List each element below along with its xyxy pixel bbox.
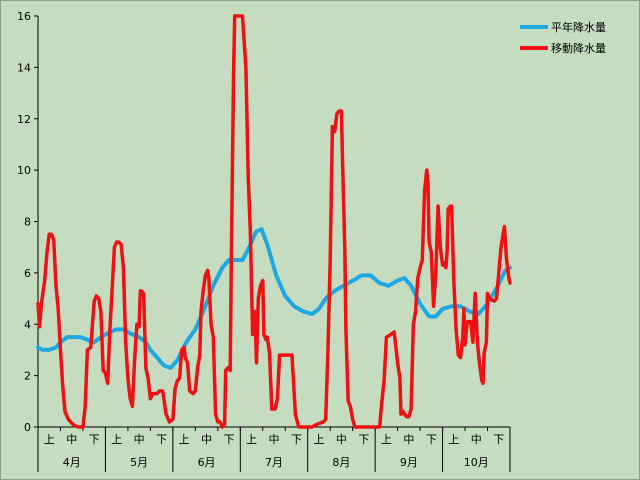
decade-label: 上 bbox=[111, 433, 122, 446]
decade-label: 下 bbox=[291, 433, 302, 446]
y-axis: 0 2 4 6 8 10 12 14 16 bbox=[17, 10, 39, 434]
month-label: 10月 bbox=[464, 456, 489, 469]
decade-label: 中 bbox=[471, 433, 482, 446]
y-tick-label: 14 bbox=[17, 61, 31, 74]
decade-label: 下 bbox=[426, 433, 437, 446]
series-normal-precipitation bbox=[36, 227, 512, 370]
decade-label: 中 bbox=[269, 433, 280, 446]
decade-label: 下 bbox=[156, 433, 167, 446]
y-tick-label: 0 bbox=[24, 421, 31, 434]
decade-label: 中 bbox=[66, 433, 77, 446]
decade-label: 上 bbox=[448, 433, 459, 446]
decade-label: 中 bbox=[403, 433, 414, 446]
legend-label-normal: 平年降水量 bbox=[551, 20, 606, 34]
y-tick-label: 8 bbox=[24, 216, 31, 229]
decade-label: 下 bbox=[89, 433, 100, 446]
series-layer bbox=[36, 14, 512, 429]
decade-label: 下 bbox=[224, 433, 235, 446]
y-tick-label: 12 bbox=[17, 113, 31, 126]
y-tick-label: 2 bbox=[24, 370, 31, 383]
plot-area bbox=[38, 16, 510, 427]
decade-label: 中 bbox=[336, 433, 347, 446]
month-label: 7月 bbox=[265, 456, 283, 469]
month-label: 9月 bbox=[400, 456, 418, 469]
y-tick-label: 6 bbox=[24, 267, 31, 280]
x-axis: 上中下上中下上中下上中下上中下上中下上中下4月 5月 6月 7月 8月 9月 10月 bbox=[37, 426, 511, 472]
decade-label: 上 bbox=[179, 433, 190, 446]
legend-label-moving: 移動降水量 bbox=[551, 41, 606, 55]
y-tick-label: 4 bbox=[24, 318, 31, 331]
decade-label: 上 bbox=[44, 433, 55, 446]
month-label: 8月 bbox=[332, 456, 350, 469]
month-label: 4月 bbox=[63, 456, 81, 469]
decade-label: 上 bbox=[313, 433, 324, 446]
decade-label: 上 bbox=[246, 433, 257, 446]
decade-label: 下 bbox=[358, 433, 369, 446]
legend: 平年降水量 移動降水量 bbox=[520, 20, 606, 55]
month-label: 5月 bbox=[130, 456, 148, 469]
decade-label: 中 bbox=[134, 433, 145, 446]
y-tick-label: 16 bbox=[17, 10, 31, 23]
series-moving-precipitation bbox=[36, 14, 512, 429]
month-label: 6月 bbox=[198, 456, 216, 469]
decade-label: 中 bbox=[201, 433, 212, 446]
decade-label: 下 bbox=[493, 433, 504, 446]
decade-label: 上 bbox=[381, 433, 392, 446]
y-tick-label: 10 bbox=[17, 164, 31, 177]
